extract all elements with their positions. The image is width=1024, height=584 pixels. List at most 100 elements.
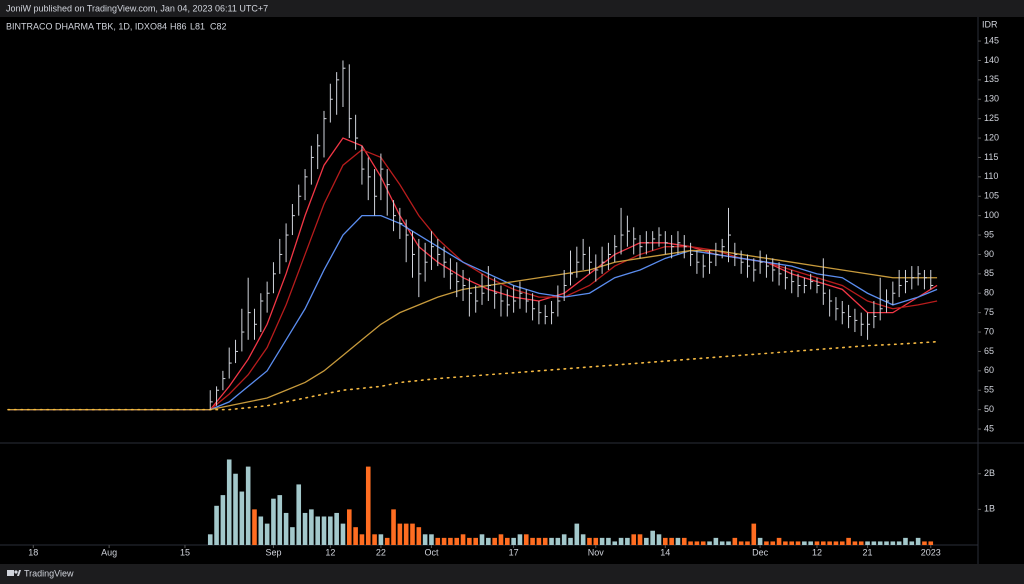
y-tick-label: 90	[984, 249, 994, 259]
y-tick-label: 80	[984, 288, 994, 298]
volume-bar	[688, 541, 693, 545]
volume-bar	[492, 537, 497, 545]
volume-bar	[378, 534, 384, 545]
x-tick-label: Sep	[265, 547, 281, 557]
volume-bar	[220, 495, 226, 545]
volume-bar	[783, 541, 788, 545]
volume-bar	[858, 541, 864, 545]
header-bar	[0, 0, 1024, 17]
x-tick-label: 12	[325, 547, 335, 557]
y-tick-label: 145	[984, 35, 999, 45]
volume-bar	[245, 466, 251, 545]
currency: IDR	[982, 19, 998, 29]
volume-bar	[574, 523, 580, 545]
footer-brand: TradingView	[24, 568, 74, 578]
x-tick-label: Dec	[752, 547, 769, 557]
volume-bar	[422, 534, 428, 545]
volume-bar	[391, 509, 396, 545]
volume-bar	[353, 527, 358, 545]
volume-bar	[435, 537, 441, 545]
logo	[7, 570, 21, 576]
volume-bar	[207, 534, 213, 545]
volume-bar	[542, 537, 548, 545]
volume-bar	[681, 537, 687, 545]
volume-bar	[498, 534, 504, 545]
y-tick-label: 140	[984, 55, 999, 65]
volume-bar	[264, 523, 270, 545]
indicator-line	[8, 249, 938, 411]
volume-bar	[814, 541, 820, 545]
volume-bar	[283, 512, 289, 545]
y-tick-label: 100	[984, 210, 999, 220]
x-tick-label: Nov	[588, 547, 605, 557]
footer-bar	[0, 564, 1024, 584]
volume-bar	[549, 537, 554, 545]
y-tick-label: 125	[984, 113, 999, 123]
volume-bar	[719, 541, 725, 545]
volume-bar	[745, 541, 750, 545]
x-tick-label: 18	[28, 547, 38, 557]
volume-bar	[909, 541, 915, 545]
volume-bar	[903, 537, 908, 545]
volume-bar	[555, 537, 561, 545]
volume-bar	[663, 537, 668, 545]
y-tick-label: 130	[984, 94, 999, 104]
y-tick-label: 110	[984, 171, 998, 181]
volume-bar	[776, 537, 782, 545]
legend-value: H86	[170, 21, 187, 31]
volume-tick-label: 2B	[984, 468, 995, 478]
volume-bar	[839, 541, 845, 545]
volume-bar	[214, 505, 219, 545]
volume-bar	[486, 537, 491, 545]
volume-bar	[467, 537, 472, 545]
y-tick-label: 95	[984, 229, 994, 239]
y-tick-label: 115	[984, 152, 998, 162]
volume-bar	[890, 541, 896, 545]
volume-bar	[625, 537, 630, 545]
volume-bar	[865, 541, 870, 545]
volume-bar	[757, 537, 763, 545]
volume-bar	[922, 541, 927, 545]
volume-bar	[511, 537, 516, 545]
volume-bar	[738, 541, 744, 545]
volume-bar	[700, 541, 706, 545]
volume-bar	[644, 537, 649, 545]
volume-bar	[271, 498, 276, 545]
y-tick-label: 105	[984, 191, 999, 201]
volume-bar	[669, 537, 674, 545]
volume-bar	[612, 541, 618, 545]
volume-bar	[802, 541, 807, 545]
volume-bar	[599, 537, 605, 545]
volume-bar	[517, 534, 523, 545]
x-tick-label: 21	[863, 547, 873, 557]
volume-bar	[290, 527, 295, 545]
volume-bar	[505, 537, 510, 545]
y-tick-label: 65	[984, 346, 994, 356]
volume-bar	[296, 484, 302, 545]
volume-bar	[675, 537, 681, 545]
volume-bar	[460, 534, 466, 545]
volume-bar	[928, 541, 934, 545]
volume-bar	[827, 541, 832, 545]
volume-bar	[302, 512, 308, 545]
volume-bar	[397, 523, 403, 545]
x-tick-label: Aug	[101, 547, 117, 557]
volume-bar	[871, 541, 877, 545]
volume-bar	[852, 541, 858, 545]
volume-bar	[252, 509, 257, 545]
volume-bar	[637, 534, 643, 545]
y-tick-label: 50	[984, 404, 994, 414]
x-tick-label: Oct	[424, 547, 439, 557]
volume-bar	[631, 534, 637, 545]
volume-bar	[410, 523, 415, 545]
volume-bar	[808, 541, 813, 545]
volume-bar	[606, 537, 611, 545]
volume-bar	[561, 534, 567, 545]
volume-bar	[523, 534, 529, 545]
volume-bar	[751, 523, 757, 545]
volume-bar	[833, 541, 839, 545]
volume-bar	[239, 491, 245, 545]
volume-bar	[441, 537, 447, 545]
volume-bar	[694, 541, 700, 545]
